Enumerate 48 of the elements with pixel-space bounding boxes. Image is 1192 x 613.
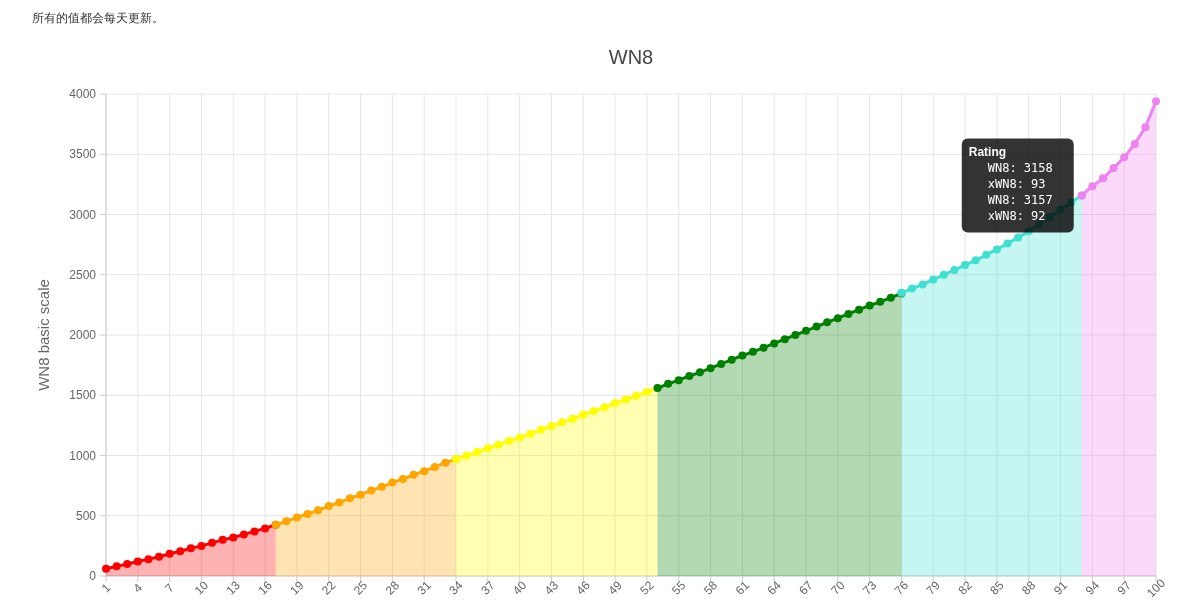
x-tick-label: 79 <box>923 578 944 598</box>
x-tick-label: 7 <box>162 580 178 596</box>
x-tick-label: 52 <box>637 578 657 598</box>
annotation: Rating WN8: 3158 xWN8: 93 WN8: 3157 xWN8: 92 <box>968 145 1053 224</box>
x-tick-label: 25 <box>350 578 371 598</box>
text: 所有的值都会每天更新。 <box>32 11 164 25</box>
y-tick-label: 1000 <box>69 448 97 463</box>
x-tick-label: 55 <box>669 578 689 598</box>
x-tick-label: 10 <box>191 578 212 598</box>
x-tick-label: 28 <box>382 578 403 598</box>
x-tick-label: 100 <box>1143 575 1169 601</box>
y-tick-label: 2000 <box>69 328 97 342</box>
x-tick-label: 73 <box>859 578 880 598</box>
x-tick-label: 1 <box>98 580 114 596</box>
x-tick-label: 22 <box>319 578 339 598</box>
y-tick-label: 3500 <box>69 147 97 162</box>
x-tick-label: 58 <box>700 578 721 598</box>
x-tick-label: 94 <box>1082 578 1103 598</box>
x-tick-label: 31 <box>414 578 435 598</box>
x-tick-label: 70 <box>828 578 848 598</box>
x-tick-label: 34 <box>446 578 466 598</box>
x-tick-label: 40 <box>509 578 530 598</box>
x-tick-label: 46 <box>573 578 594 598</box>
x-tick-label: 85 <box>987 578 1007 598</box>
x-tick-label: 43 <box>541 578 562 598</box>
x-tick-label: 4 <box>130 580 146 596</box>
x-tick-label: 88 <box>1019 578 1039 598</box>
x-tick-label: 19 <box>287 578 307 598</box>
tooltip: Rating WN8: 3158 xWN8: 93 WN8: 3157 xWN8: 92 <box>961 138 1074 233</box>
y-tick-label: 2500 <box>69 267 97 282</box>
y-tick-label: 1500 <box>69 388 97 403</box>
x-tick-label: 61 <box>732 578 753 598</box>
x-tick-label: 16 <box>255 578 275 598</box>
x-tick-label: 76 <box>891 578 912 598</box>
y-tick-label: 3000 <box>69 207 97 222</box>
x-tick-label: 13 <box>223 578 244 598</box>
x-tick-label: 97 <box>1114 578 1135 598</box>
y-tick-label: 500 <box>75 508 97 523</box>
x-tick-label: 49 <box>605 578 625 598</box>
chart-title: WN8 <box>608 46 654 68</box>
y-tick-label: 0 <box>89 569 97 583</box>
y-tick-label: 4000 <box>69 87 97 101</box>
x-tick-label: 82 <box>955 578 975 598</box>
x-tick-label: 67 <box>796 578 816 598</box>
x-tick-label: 64 <box>764 578 785 598</box>
y-axis-title: WN8 basic scale <box>35 279 52 391</box>
x-tick-label: 37 <box>478 578 498 598</box>
x-tick-label: 91 <box>1050 578 1071 598</box>
